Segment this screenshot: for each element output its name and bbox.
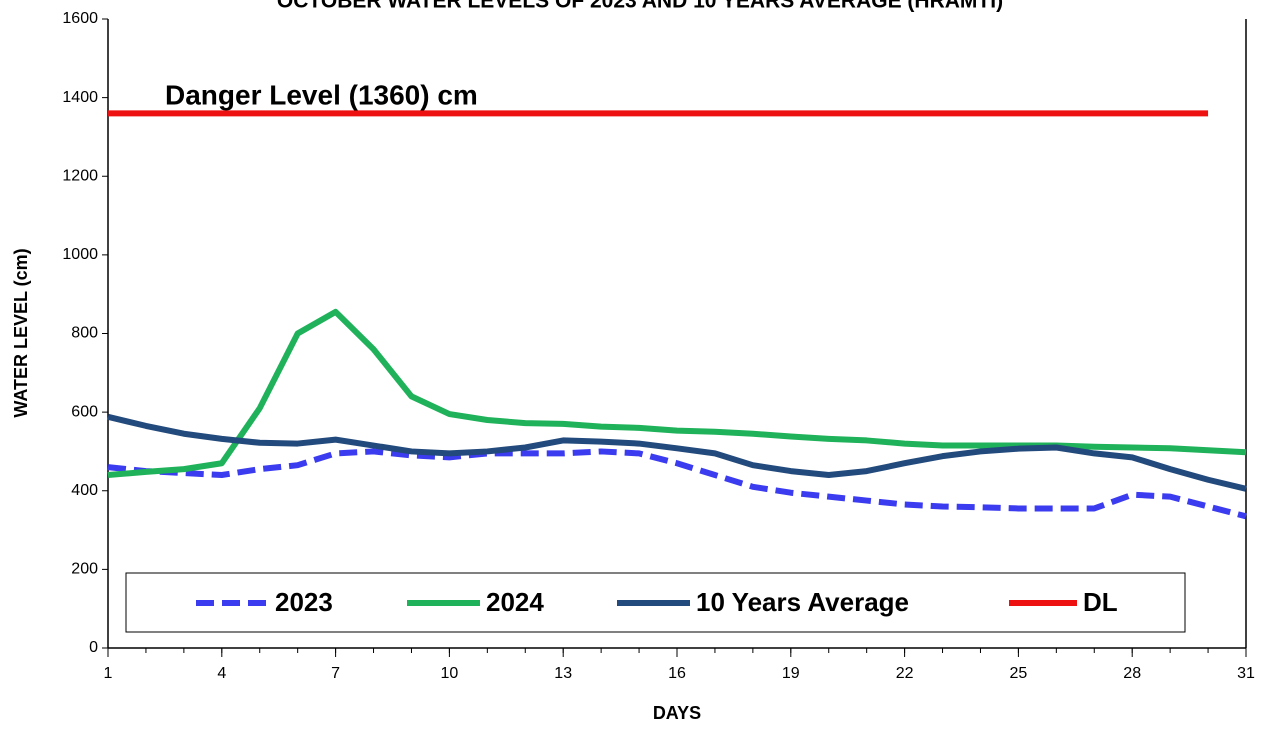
legend-label: 10 Years Average (696, 587, 909, 617)
x-tick-label: 7 (331, 665, 340, 682)
y-tick-label: 800 (71, 325, 98, 342)
chart-title: OCTOBER WATER LEVELS OF 2023 AND 10 YEAR… (277, 0, 1003, 13)
y-tick-label: 200 (71, 561, 98, 578)
x-tick-label: 16 (668, 665, 686, 682)
x-tick-label: 25 (1010, 665, 1028, 682)
y-axis-title: WATER LEVEL (cm) (11, 248, 31, 417)
y-tick-label: 400 (71, 482, 98, 499)
x-tick-label: 10 (441, 665, 459, 682)
x-tick-label: 31 (1237, 665, 1255, 682)
x-tick-label: 13 (554, 665, 572, 682)
y-tick-label: 1600 (62, 10, 98, 27)
annotation: Danger Level (1360) cm (165, 79, 478, 110)
y-tick-label: 1400 (62, 89, 98, 106)
x-tick-label: 28 (1123, 665, 1141, 682)
y-tick-label: 600 (71, 403, 98, 420)
x-tick-label: 22 (896, 665, 914, 682)
legend-label: 2023 (275, 587, 333, 617)
x-tick-label: 1 (104, 665, 113, 682)
legend-label: DL (1083, 587, 1118, 617)
x-tick-label: 19 (782, 665, 800, 682)
y-tick-label: 0 (89, 639, 98, 656)
legend: 2023 2024 10 Years Average DL (125, 572, 1186, 633)
legend-label: 2024 (486, 587, 544, 617)
x-tick-label: 4 (217, 665, 226, 682)
x-axis-title: DAYS (653, 703, 701, 723)
series-line (107, 448, 1247, 520)
series-line (107, 413, 1247, 492)
y-tick-label: 1000 (62, 246, 98, 263)
y-tick-label: 1200 (62, 167, 98, 184)
